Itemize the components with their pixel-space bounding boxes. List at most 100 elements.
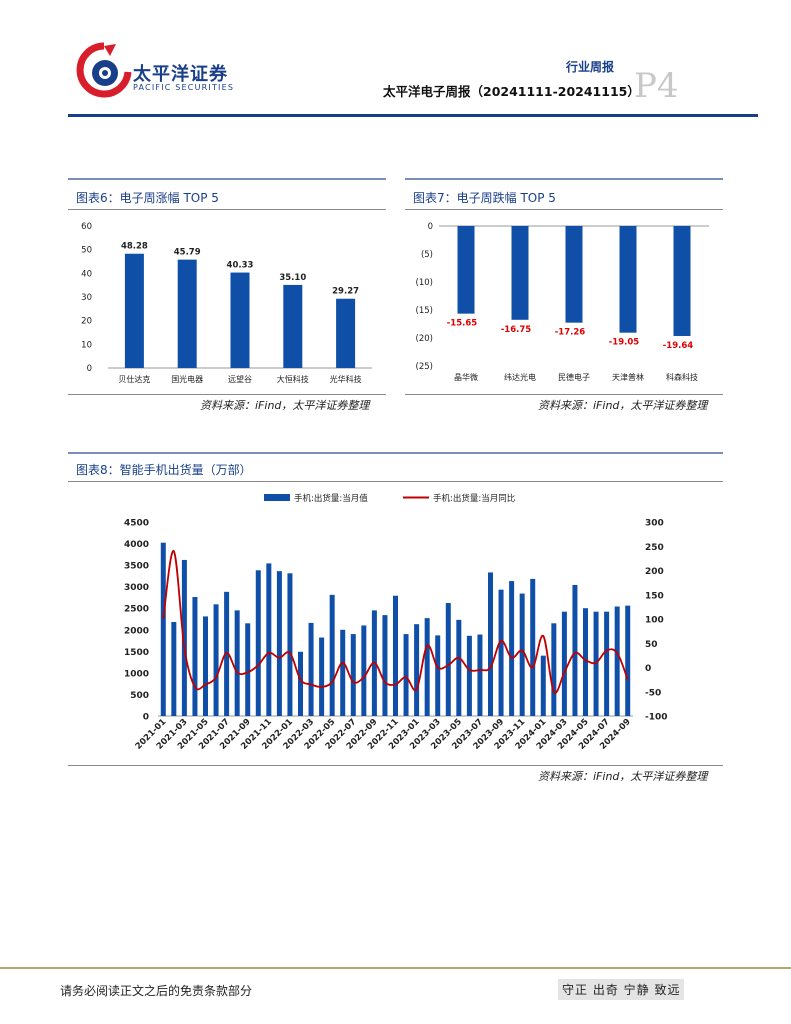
fig7-category-label: 晶华微 <box>454 372 478 382</box>
fig8-bar <box>551 623 557 716</box>
fig8-right-ytick-label: 300 <box>645 519 664 529</box>
fig8-bar <box>435 635 441 716</box>
fig7-value-label: -17.26 <box>555 328 585 338</box>
fig6-bar <box>230 272 250 368</box>
fig6-bottom-rule <box>68 394 386 395</box>
fig7-bar <box>619 226 637 333</box>
fig7-bar <box>565 226 583 323</box>
fig8-left-ytick-label: 2000 <box>124 626 149 636</box>
fig7-title-rule <box>405 209 723 210</box>
fig6-value-label: 35.10 <box>279 273 306 283</box>
fig8-source: 资料来源：iFind，太平洋证券整理 <box>538 770 708 783</box>
fig8-bar <box>604 611 610 716</box>
fig6-bar <box>336 298 356 368</box>
fig8-bar <box>361 625 367 716</box>
fig8-legend-bar-swatch <box>264 494 290 501</box>
fig6-value-label: 40.33 <box>227 261 254 271</box>
fig6-category-label: 光华科技 <box>330 374 362 384</box>
fig8-title-rule <box>68 481 723 482</box>
fig8-bottom-rule <box>68 765 723 766</box>
fig6-title: 图表6：电子周涨幅 TOP 5 <box>76 191 219 205</box>
fig7-category-label: 纬达光电 <box>504 372 536 382</box>
fig8-chart: 手机:出货量:当月值 手机:出货量:当月同比0500100015002000250… <box>124 493 668 752</box>
fig8-bar <box>255 570 261 716</box>
fig8-bar <box>340 629 346 716</box>
fig8-bar <box>540 655 546 716</box>
fig6-value-label: 48.28 <box>121 242 148 252</box>
fig7-value-label: -19.05 <box>609 338 639 348</box>
fig8-bar <box>477 634 483 716</box>
fig6-ytick-label: 10 <box>81 340 92 350</box>
page-number: P4 <box>634 66 679 106</box>
company-logo-icon <box>76 42 132 98</box>
fig7-title: 图表7：电子周跌幅 TOP 5 <box>413 191 556 205</box>
fig7-chart: 0 (5) (10) (15) (20) (25) -15.65 晶华微 -16.75 纬达光电 -… <box>416 222 709 382</box>
fig8-bar <box>382 615 388 716</box>
fig6-ytick-label: 40 <box>81 269 92 279</box>
fig6-value-label: 29.27 <box>332 287 359 297</box>
fig8-left-ytick-label: 4500 <box>124 519 149 529</box>
fig7-top-rule <box>405 178 723 180</box>
fig7-value-label: -15.65 <box>447 319 477 329</box>
fig7-bar <box>457 226 475 314</box>
fig8-bar <box>319 637 325 716</box>
header-divider <box>68 114 758 117</box>
fig7-bar <box>511 226 529 320</box>
fig7-category-label: 民德电子 <box>558 372 590 382</box>
fig8-bar <box>519 593 525 716</box>
report-title: 太平洋电子周报（20241111-20241115） <box>383 84 640 99</box>
fig8-bar <box>445 603 451 716</box>
fig8-bar <box>245 623 251 716</box>
footer-divider <box>0 967 791 969</box>
fig8-bar <box>266 563 272 716</box>
fig8-right-ytick-label: 50 <box>645 640 658 650</box>
fig8-bar <box>498 589 504 716</box>
fig8-left-ytick-label: 1000 <box>124 669 149 679</box>
fig8-bar <box>530 578 536 716</box>
fig8-right-ytick-label: -50 <box>645 688 661 698</box>
fig7-category-label: 天津普林 <box>612 372 644 382</box>
fig8-legend-bar-label: 手机:出货量:当月值 <box>294 493 368 504</box>
fig8-left-ytick-label: 2500 <box>124 605 149 615</box>
fig8-bar <box>488 572 493 716</box>
fig8-left-ytick-label: 3000 <box>124 583 149 593</box>
fig6-category-label: 国光电器 <box>171 374 203 384</box>
fig6-ytick-label: 30 <box>81 293 92 303</box>
fig6-bar <box>124 253 144 368</box>
fig8-left-ytick-label: 3500 <box>124 562 149 572</box>
fig8-bar <box>203 616 208 716</box>
fig8-right-ytick-label: 200 <box>645 567 664 577</box>
fig8-left-ytick-label: 4000 <box>124 540 149 550</box>
fig8-right-ytick-label: 0 <box>645 664 651 674</box>
company-name-cn: 太平洋证券 <box>133 64 228 85</box>
fig8-top-rule <box>68 452 723 454</box>
footer-disclaimer: 请务必阅读正文之后的免责条款部分 <box>60 984 253 998</box>
fig8-bar <box>466 635 472 716</box>
fig7-ytick-label: 0 <box>428 222 433 232</box>
fig6-category-label: 大恒科技 <box>277 374 309 384</box>
fig6-ytick-label: 50 <box>81 246 92 256</box>
fig8-bar <box>456 619 462 716</box>
fig8-right-ytick-label: -100 <box>645 713 668 723</box>
fig6-ytick-label: 20 <box>81 317 92 327</box>
fig8-bar <box>329 594 335 716</box>
fig8-bar <box>403 634 409 716</box>
fig7-ytick-label: (25) <box>416 362 433 372</box>
fig6-chart: 0 10 20 30 40 50 60 48.28 贝仕达克 45.79 国光电器 40.33 远望谷 3… <box>81 222 372 384</box>
fig8-bar <box>213 604 219 716</box>
fig7-bar <box>673 226 691 336</box>
fig8-right-ytick-label: 250 <box>645 543 664 553</box>
fig6-category-label: 远望谷 <box>228 374 252 384</box>
fig7-ytick-label: (20) <box>416 334 433 344</box>
company-name-en: PACIFIC SECURITIES <box>133 83 235 92</box>
fig8-bar <box>287 573 293 716</box>
fig8-bar <box>181 559 187 716</box>
fig6-value-label: 45.79 <box>174 248 201 258</box>
fig8-bar <box>192 597 198 716</box>
fig8-bar <box>414 624 420 716</box>
fig8-yoy-line <box>162 550 629 694</box>
fig8-left-ytick-label: 1500 <box>124 648 149 658</box>
fig6-bar <box>177 259 197 368</box>
report-type: 行业周报 <box>566 60 615 74</box>
fig7-ytick-label: (10) <box>416 278 433 288</box>
